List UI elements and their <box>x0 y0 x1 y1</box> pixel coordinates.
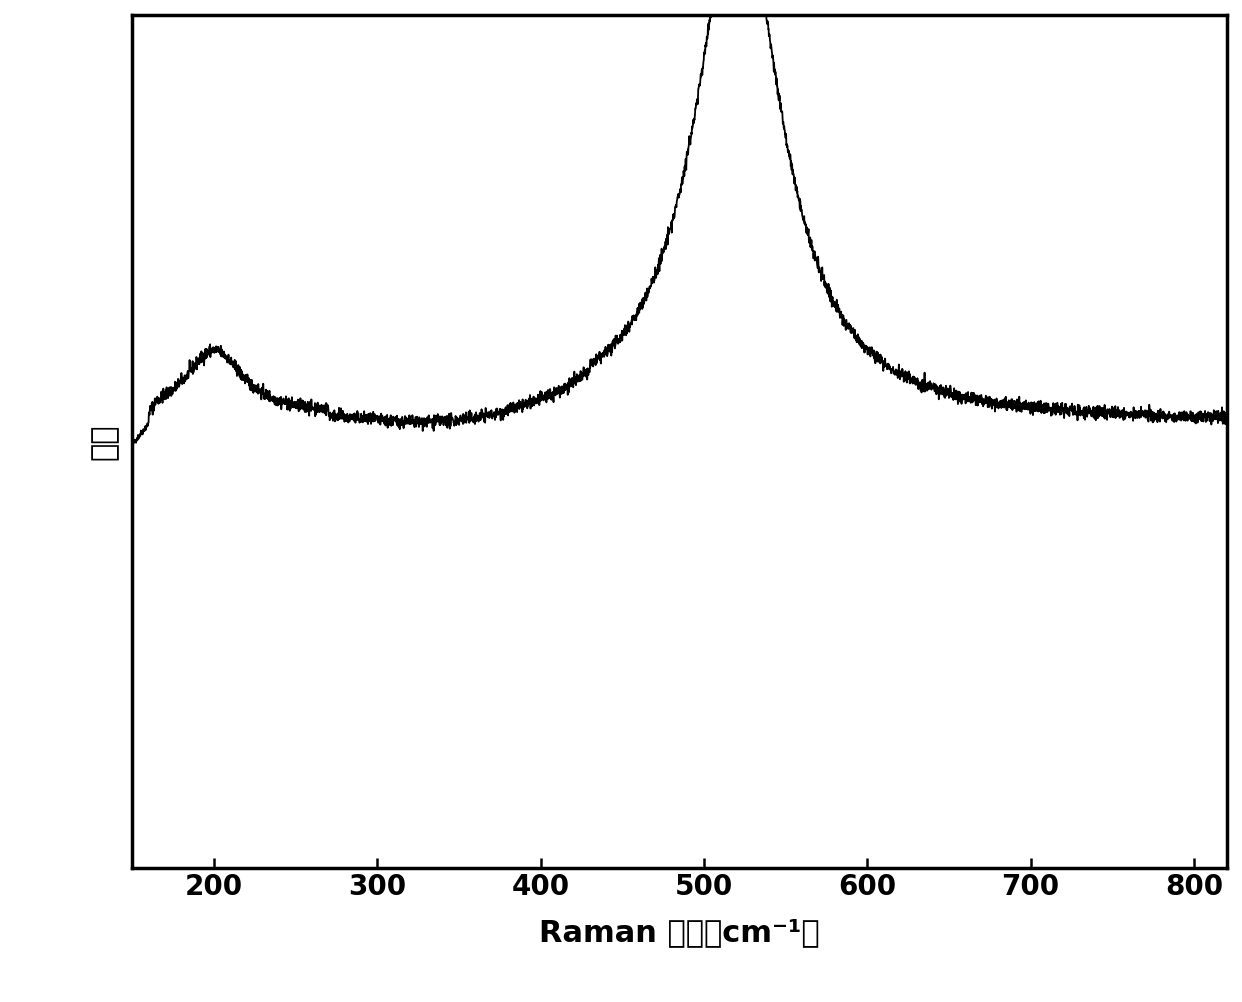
X-axis label: Raman 位移（cm⁻¹）: Raman 位移（cm⁻¹） <box>539 918 820 947</box>
Y-axis label: 強度: 強度 <box>89 424 118 460</box>
